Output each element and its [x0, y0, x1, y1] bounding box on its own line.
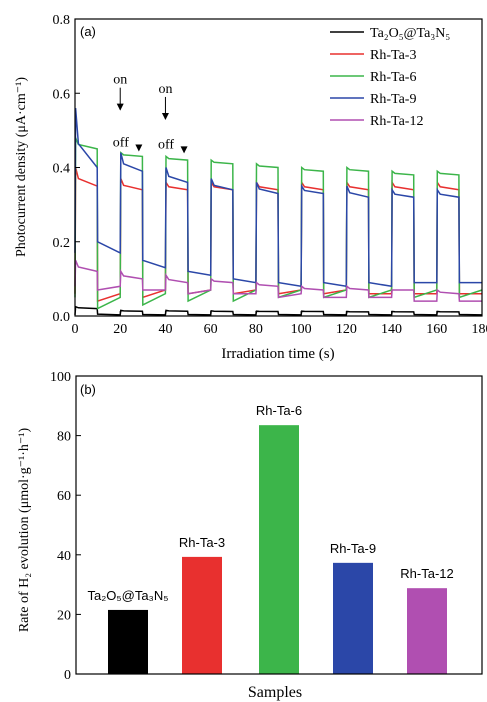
y-tick-label-b: 20	[57, 608, 71, 623]
bar-label: Rh-Ta-6	[256, 403, 302, 418]
x-tick-label-a: 0	[72, 322, 79, 337]
x-axis-title-a: Irradiation time (s)	[221, 346, 334, 362]
annotation-on: on	[113, 73, 127, 88]
annotation-arrowhead	[116, 103, 124, 111]
x-tick-label-a: 180	[472, 322, 487, 337]
bar-ta-o-ta-n-	[108, 609, 148, 674]
x-tick-label-a: 80	[249, 322, 263, 337]
panel-label-b: (b)	[80, 382, 96, 397]
bar-rh-ta-6	[259, 425, 299, 674]
series-line-rh-ta-9	[74, 108, 482, 288]
legend-a: Ta₂O₅@Ta₃N₅ Rh-Ta-3 Rh-Ta-6 Rh-Ta-9 Rh-Ta-12	[330, 26, 450, 129]
x-tick-label-a: 40	[158, 322, 172, 337]
plot-frame-b	[75, 375, 483, 675]
panel-a: 0 20 40 60 80 100 120 140 160 180 0.0 0.2 0.4 0.6 0.8…	[14, 13, 487, 362]
annotation-off: off	[158, 137, 174, 152]
x-tick-label-a: 120	[336, 322, 357, 337]
bar-label: Rh-Ta-9	[330, 541, 376, 556]
legend-label: Rh-Ta-3	[370, 48, 416, 63]
x-tick-label-a: 60	[204, 322, 218, 337]
y-tick-label-b: 0	[64, 668, 71, 683]
series-line-rh-ta-3	[74, 167, 482, 303]
y-tick-label-b: 100	[50, 370, 71, 385]
series-line-ta-o-ta-n-	[74, 305, 483, 316]
y-axis-title-b: Rate of H₂ evolution (μmol·g⁻¹·h⁻¹)	[17, 428, 32, 633]
legend-label: Ta₂O₅@Ta₃N₅	[370, 26, 450, 41]
y-axis-title-a: Photocurrent density (μA·cm⁻¹)	[14, 77, 29, 257]
annotation-arrowhead	[161, 112, 169, 120]
bar-label: Ta₂O₅@Ta₃N₅	[88, 588, 169, 603]
bar-rh-ta-9	[333, 562, 373, 674]
panel-b: 0 20 40 60 80 100 Ta₂O₅@Ta₃N₅ Rh-Ta-3 Rh-Ta-6 Rh…	[17, 370, 483, 701]
legend-label: Rh-Ta-6	[370, 70, 416, 85]
series-layer	[74, 108, 483, 316]
annotation-on: on	[158, 82, 172, 97]
series-line-rh-ta-6	[74, 137, 483, 310]
panel-label-a: (a)	[80, 24, 96, 39]
bar-rh-ta-3	[182, 556, 222, 674]
x-tick-label-a: 100	[291, 322, 312, 337]
y-tick-label-a: 0.8	[53, 13, 71, 28]
legend-label: Rh-Ta-9	[370, 92, 416, 107]
y-tick-label-a: 0.6	[53, 87, 71, 102]
annotation-off: off	[113, 136, 129, 151]
y-axis-b: 0 20 40 60 80 100	[50, 370, 81, 683]
bars-layer	[108, 425, 447, 674]
bar-label: Rh-Ta-12	[400, 566, 453, 581]
series-line-rh-ta-12	[74, 260, 482, 302]
annotations-a: on off on off	[113, 73, 188, 154]
y-tick-label-a: 0.2	[53, 236, 71, 251]
bar-label: Rh-Ta-3	[179, 535, 225, 550]
x-tick-label-a: 20	[113, 322, 127, 337]
y-axis-a: 0.0 0.2 0.4 0.6 0.8	[53, 13, 80, 325]
x-tick-label-a: 160	[426, 322, 447, 337]
annotation-arrowhead	[135, 144, 143, 152]
x-axis-a: 0 20 40 60 80 100 120 140 160 180	[72, 311, 487, 337]
legend-label: Rh-Ta-12	[370, 114, 423, 129]
bar-rh-ta-12	[407, 588, 447, 674]
y-tick-label-b: 80	[57, 430, 71, 445]
y-tick-label-b: 60	[57, 489, 71, 504]
bar-labels: Ta₂O₅@Ta₃N₅ Rh-Ta-3 Rh-Ta-6 Rh-Ta-9 Rh-Ta-12	[88, 403, 454, 603]
y-tick-label-a: 0.4	[53, 162, 71, 177]
annotation-arrowhead	[180, 146, 188, 154]
y-tick-label-b: 40	[57, 549, 71, 564]
x-axis-title-b: Samples	[248, 684, 302, 701]
y-tick-label-a: 0.0	[53, 310, 71, 325]
x-tick-label-a: 140	[381, 322, 402, 337]
